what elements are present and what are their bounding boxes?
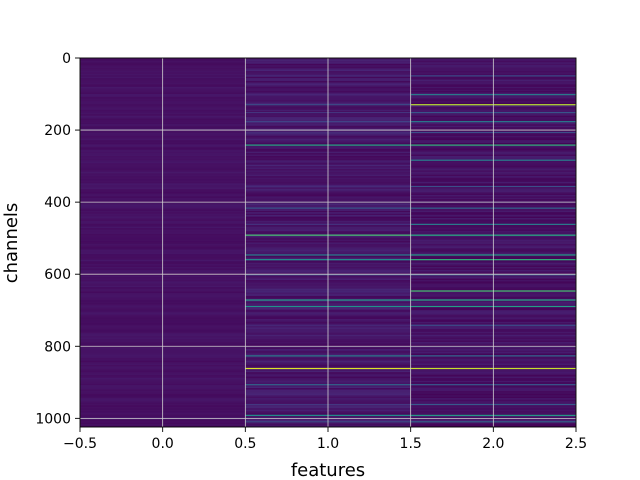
x-tick-label: 2.5 (565, 436, 587, 452)
x-tick-label: −0.5 (63, 436, 97, 452)
y-tick-label: 600 (44, 267, 71, 283)
x-tick-label: 2.0 (482, 436, 504, 452)
y-tick-label: 0 (62, 51, 71, 67)
y-tick-label: 200 (44, 123, 71, 139)
x-axis-ticks: −0.5 0.0 0.5 1.0 1.5 2.0 2.5 (63, 427, 587, 452)
x-axis-label: features (291, 460, 365, 480)
x-tick-label: 1.5 (400, 436, 422, 452)
x-tick-label: 0.5 (234, 436, 256, 452)
x-tick-label: 1.0 (317, 436, 339, 452)
x-tick-label: 0.0 (152, 436, 174, 452)
y-tick-label: 1000 (35, 411, 71, 427)
y-tick-label: 400 (44, 195, 71, 211)
y-axis-ticks: 0 200 400 600 800 1000 (35, 51, 80, 427)
y-axis-label: channels (1, 203, 22, 284)
y-tick-label: 800 (44, 339, 71, 355)
